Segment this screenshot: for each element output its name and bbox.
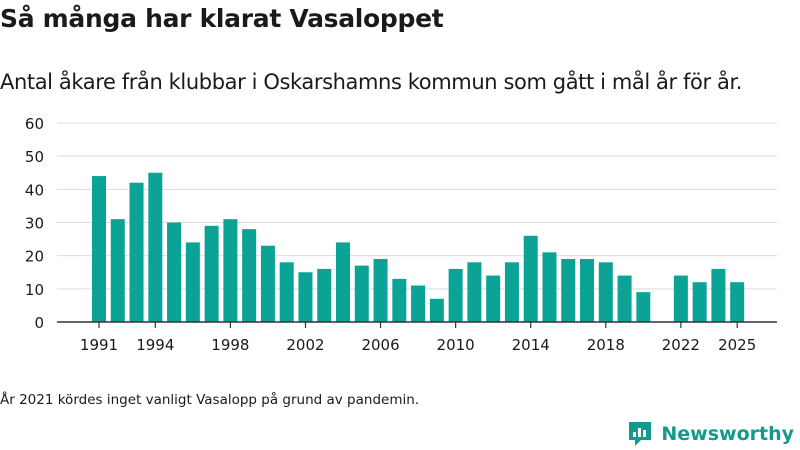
bar-2002 <box>298 272 313 322</box>
bars <box>92 172 745 322</box>
y-tick-label: 10 <box>25 281 44 299</box>
bar-2003 <box>317 268 332 322</box>
bar-2010 <box>448 268 463 322</box>
bar-2017 <box>580 258 595 322</box>
bar-2016 <box>561 258 576 322</box>
x-tick-label: 2022 <box>662 336 700 354</box>
y-tick-label: 40 <box>25 181 44 199</box>
y-tick-label: 50 <box>25 148 44 166</box>
bar-1994 <box>148 172 163 322</box>
y-tick-label: 20 <box>25 248 44 266</box>
footnote: År 2021 kördes inget vanligt Vasalopp på… <box>0 392 420 408</box>
brand-name: Newsworthy <box>661 423 794 445</box>
bar-2023 <box>692 282 707 322</box>
bar-2014 <box>523 235 538 322</box>
bar-2018 <box>598 262 613 322</box>
x-tick-label: 2018 <box>587 336 625 354</box>
x-tick-label: 1994 <box>136 336 174 354</box>
newsworthy-logo-icon <box>629 422 652 446</box>
bar-1996 <box>185 242 200 322</box>
bar-2011 <box>467 262 482 322</box>
x-tick-label: 1991 <box>80 336 118 354</box>
grid-lines <box>57 122 777 290</box>
bar-2009 <box>429 298 444 322</box>
x-tick-label: 2006 <box>361 336 399 354</box>
brand-logo: Newsworthy <box>627 420 794 448</box>
bar-2006 <box>373 258 388 322</box>
bar-2019 <box>617 275 632 322</box>
y-tick-label: 0 <box>34 314 44 332</box>
bar-2005 <box>354 265 369 322</box>
bar-2022 <box>673 275 688 322</box>
bar-1991 <box>92 176 106 322</box>
bar-2025 <box>730 282 745 322</box>
bar-2020 <box>636 292 651 322</box>
bar-1992 <box>110 219 125 322</box>
bar-2007 <box>392 278 407 322</box>
y-tick-label: 30 <box>25 215 44 233</box>
bar-2000 <box>260 245 275 322</box>
bar-1998 <box>223 219 238 322</box>
bar-1995 <box>167 222 182 322</box>
bar-1999 <box>242 229 257 322</box>
x-tick-label: 2025 <box>718 336 756 354</box>
bar-1997 <box>204 225 219 322</box>
x-tick-label: 1998 <box>211 336 249 354</box>
bar-2001 <box>279 262 294 322</box>
bar-1993 <box>129 182 144 322</box>
x-tick-label: 2014 <box>512 336 550 354</box>
bar-2013 <box>504 262 519 322</box>
chart-title: Så många har klarat Vasaloppet <box>0 4 444 33</box>
bar-chart: 0 10 20 30 40 50 60 1991 1994 1998 2002 2006 2010 201… <box>25 115 777 354</box>
axes: 0 10 20 30 40 50 60 1991 1994 1998 2002 2006 2010 201… <box>25 115 777 354</box>
bar-2012 <box>486 275 501 322</box>
bar-2008 <box>411 285 426 322</box>
chart-subtitle: Antal åkare från klubbar i Oskarshamns k… <box>0 70 743 94</box>
bar-2024 <box>711 268 726 322</box>
y-tick-label: 60 <box>25 115 44 133</box>
bar-2015 <box>542 252 557 322</box>
x-tick-label: 2010 <box>437 336 475 354</box>
bar-2004 <box>336 242 351 322</box>
x-tick-label: 2002 <box>286 336 324 354</box>
